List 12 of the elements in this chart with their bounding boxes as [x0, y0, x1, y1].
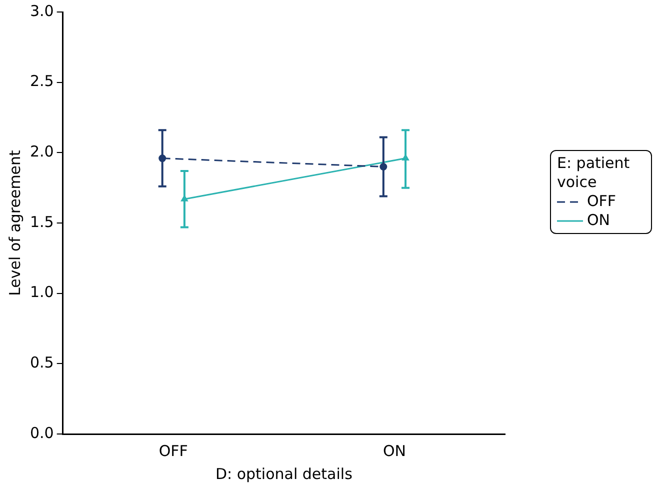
y-tick-label: 0.5 — [30, 354, 54, 372]
legend-label: OFF — [587, 192, 616, 211]
y-tick-label: 0.0 — [30, 424, 54, 442]
x-axis-title: D: optional details — [215, 464, 353, 483]
y-axis-title: Level of agreement — [6, 150, 24, 296]
y-tick-label: 3.0 — [30, 2, 54, 20]
y-tick-label: 1.5 — [30, 212, 54, 231]
legend-title: E: patient voice — [557, 154, 631, 192]
legend-label: ON — [587, 211, 610, 230]
y-tick-label: 2.5 — [30, 72, 54, 90]
y-tick-label: 2.0 — [30, 142, 54, 161]
y-tick-label: 1.0 — [30, 283, 54, 302]
